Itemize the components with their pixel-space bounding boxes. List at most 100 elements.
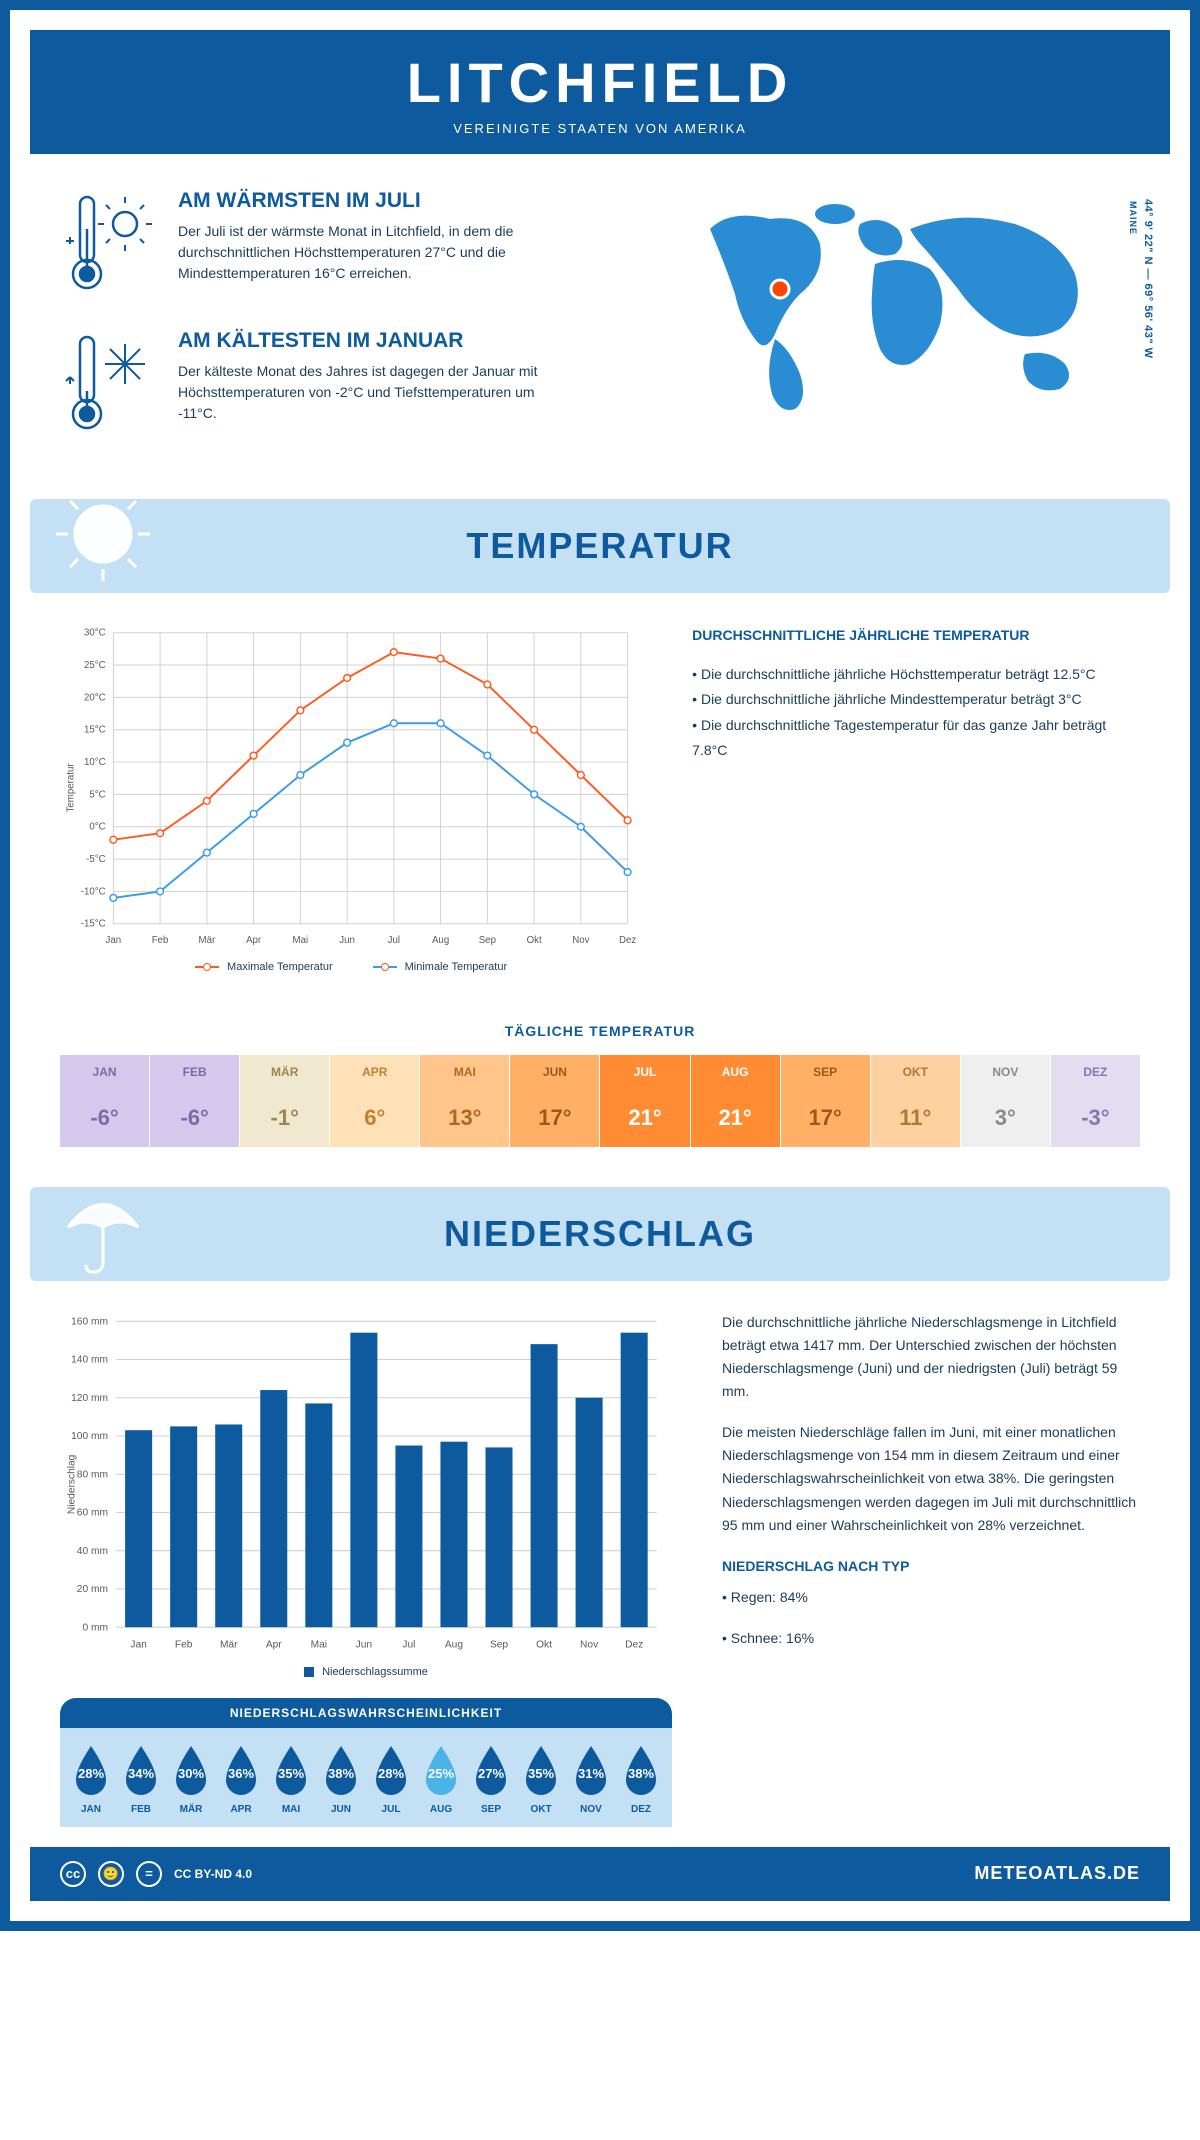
probability-cell: 38% DEZ xyxy=(618,1742,664,1815)
precipitation-right: Die durchschnittliche jährliche Niedersc… xyxy=(722,1311,1140,1827)
coldest-para: Der kälteste Monat des Jahres ist dagege… xyxy=(178,361,538,424)
svg-text:Jun: Jun xyxy=(339,935,355,946)
daily-temp-title: TÄGLICHE TEMPERATUR xyxy=(10,1023,1190,1039)
svg-text:Sep: Sep xyxy=(490,1639,508,1650)
svg-text:5°C: 5°C xyxy=(89,789,105,800)
license-text: CC BY-ND 4.0 xyxy=(174,1867,252,1881)
probability-cell: 36% APR xyxy=(218,1742,264,1815)
svg-text:20 mm: 20 mm xyxy=(77,1584,108,1595)
svg-text:Jan: Jan xyxy=(106,935,122,946)
svg-text:-10°C: -10°C xyxy=(81,886,106,897)
svg-text:100 mm: 100 mm xyxy=(71,1431,108,1442)
daily-temp-cell: SEP 17° xyxy=(781,1055,870,1147)
svg-text:Jun: Jun xyxy=(356,1639,372,1650)
svg-text:Nov: Nov xyxy=(572,935,589,946)
daily-temp-cell: DEZ -3° xyxy=(1051,1055,1140,1147)
svg-text:Jul: Jul xyxy=(402,1639,415,1650)
precip-type-0: • Regen: 84% xyxy=(722,1586,1140,1609)
temp-info-title: DURCHSCHNITTLICHE JÄHRLICHE TEMPERATUR xyxy=(692,623,1140,648)
legend-min: Minimale Temperatur xyxy=(373,961,508,973)
precip-para-1: Die meisten Niederschläge fallen im Juni… xyxy=(722,1421,1140,1536)
svg-text:Feb: Feb xyxy=(175,1639,193,1650)
daily-temp-cell: AUG 21° xyxy=(691,1055,780,1147)
world-map-icon xyxy=(680,189,1100,419)
probability-cell: 27% SEP xyxy=(468,1742,514,1815)
probability-cell: 28% JAN xyxy=(68,1742,114,1815)
region-label: MAINE xyxy=(1128,201,1138,235)
thermometer-hot-icon xyxy=(60,189,160,299)
svg-text:Dez: Dez xyxy=(619,935,636,946)
svg-text:Apr: Apr xyxy=(266,1639,282,1650)
svg-text:Feb: Feb xyxy=(152,935,169,946)
daily-temp-cell: NOV 3° xyxy=(961,1055,1050,1147)
precipitation-section-title: NIEDERSCHLAG xyxy=(30,1187,1170,1281)
svg-text:-15°C: -15°C xyxy=(81,919,106,930)
temperature-info: DURCHSCHNITTLICHE JÄHRLICHE TEMPERATUR •… xyxy=(692,623,1140,973)
svg-text:Jul: Jul xyxy=(388,935,400,946)
precipitation-title-text: NIEDERSCHLAG xyxy=(444,1213,756,1254)
temperature-chart: -15°C-10°C-5°C0°C5°C10°C15°C20°C25°C30°C… xyxy=(60,623,642,973)
warmest-text: AM WÄRMSTEN IM JULI Der Juli ist der wär… xyxy=(178,189,538,299)
svg-text:20°C: 20°C xyxy=(84,692,106,703)
temperature-body: -15°C-10°C-5°C0°C5°C10°C15°C20°C25°C30°C… xyxy=(10,593,1190,993)
footer-site: METEOATLAS.DE xyxy=(974,1863,1140,1884)
svg-text:120 mm: 120 mm xyxy=(71,1393,108,1404)
svg-text:Mai: Mai xyxy=(293,935,309,946)
summary-section: AM WÄRMSTEN IM JULI Der Juli ist der wär… xyxy=(10,154,1190,499)
svg-text:Mär: Mär xyxy=(199,935,216,946)
thermometer-cold-icon xyxy=(60,329,160,439)
svg-text:Niederschlag: Niederschlag xyxy=(66,1454,77,1514)
precip-type-1: • Schnee: 16% xyxy=(722,1627,1140,1650)
sun-icon xyxy=(48,479,158,589)
daily-temp-cell: APR 6° xyxy=(330,1055,419,1147)
precipitation-legend: Niederschlagssumme xyxy=(60,1666,672,1678)
country-subtitle: VEREINIGTE STAATEN VON AMERIKA xyxy=(30,121,1170,136)
daily-temp-cell: MÄR -1° xyxy=(240,1055,329,1147)
svg-text:0 mm: 0 mm xyxy=(82,1622,107,1633)
svg-text:0°C: 0°C xyxy=(89,822,105,833)
svg-text:15°C: 15°C xyxy=(84,725,106,736)
svg-text:140 mm: 140 mm xyxy=(71,1354,108,1365)
map-panel: MAINE 44° 9' 22" N — 69° 56' 43" W xyxy=(680,189,1140,469)
svg-text:Sep: Sep xyxy=(479,935,496,946)
svg-text:10°C: 10°C xyxy=(84,757,106,768)
temperature-legend: .legend-swatch:nth-child(1)::after{borde… xyxy=(60,961,642,973)
nd-icon: = xyxy=(136,1861,162,1887)
warmest-block: AM WÄRMSTEN IM JULI Der Juli ist der wär… xyxy=(60,189,640,299)
probability-cell: 38% JUN xyxy=(318,1742,364,1815)
precipitation-bar-chart: 0 mm 20 mm 40 mm 60 mm 80 mm 100 mm 120 mm 140 … xyxy=(60,1311,672,1658)
svg-text:160 mm: 160 mm xyxy=(71,1316,108,1327)
daily-temp-grid: JAN -6°FEB -6°MÄR -1°APR 6°MAI 13°JUN 17… xyxy=(60,1055,1140,1147)
svg-text:Mai: Mai xyxy=(311,1639,327,1650)
svg-text:40 mm: 40 mm xyxy=(77,1546,108,1557)
daily-temp-cell: JUL 21° xyxy=(600,1055,689,1147)
temp-bullet-2: • Die durchschnittliche Tagestemperatur … xyxy=(692,713,1140,763)
svg-text:Okt: Okt xyxy=(527,935,542,946)
temp-bullet-0: • Die durchschnittliche jährliche Höchst… xyxy=(692,662,1140,687)
svg-text:80 mm: 80 mm xyxy=(77,1469,108,1480)
probability-cell: 31% NOV xyxy=(568,1742,614,1815)
umbrella-icon xyxy=(48,1167,158,1277)
probability-cell: 35% MAI xyxy=(268,1742,314,1815)
svg-text:Aug: Aug xyxy=(445,1639,463,1650)
svg-text:-5°C: -5°C xyxy=(86,854,105,865)
daily-temp-cell: FEB -6° xyxy=(150,1055,239,1147)
by-icon: 🙂 xyxy=(98,1861,124,1887)
temperature-line-chart: -15°C-10°C-5°C0°C5°C10°C15°C20°C25°C30°C… xyxy=(60,623,642,953)
svg-text:Aug: Aug xyxy=(432,935,449,946)
svg-text:Dez: Dez xyxy=(625,1639,643,1650)
coordinates: 44° 9' 22" N — 69° 56' 43" W xyxy=(1142,199,1154,359)
temperature-section-title: TEMPERATUR xyxy=(30,499,1170,593)
probability-cell: 35% OKT xyxy=(518,1742,564,1815)
svg-text:Okt: Okt xyxy=(536,1639,552,1650)
svg-text:Apr: Apr xyxy=(246,935,262,946)
page-title: LITCHFIELD xyxy=(30,50,1170,115)
probability-grid: 28% JAN 34% FEB 30% MÄR 36% APR 35% MAI … xyxy=(60,1728,672,1827)
daily-temp-cell: OKT 11° xyxy=(871,1055,960,1147)
legend-max: .legend-swatch:nth-child(1)::after{borde… xyxy=(195,961,333,973)
cc-icon: cc xyxy=(60,1861,86,1887)
footer: cc 🙂 = CC BY-ND 4.0 METEOATLAS.DE xyxy=(30,1847,1170,1901)
temperature-title-text: TEMPERATUR xyxy=(466,525,733,566)
svg-text:60 mm: 60 mm xyxy=(77,1507,108,1518)
legend-precip: Niederschlagssumme xyxy=(304,1666,428,1678)
